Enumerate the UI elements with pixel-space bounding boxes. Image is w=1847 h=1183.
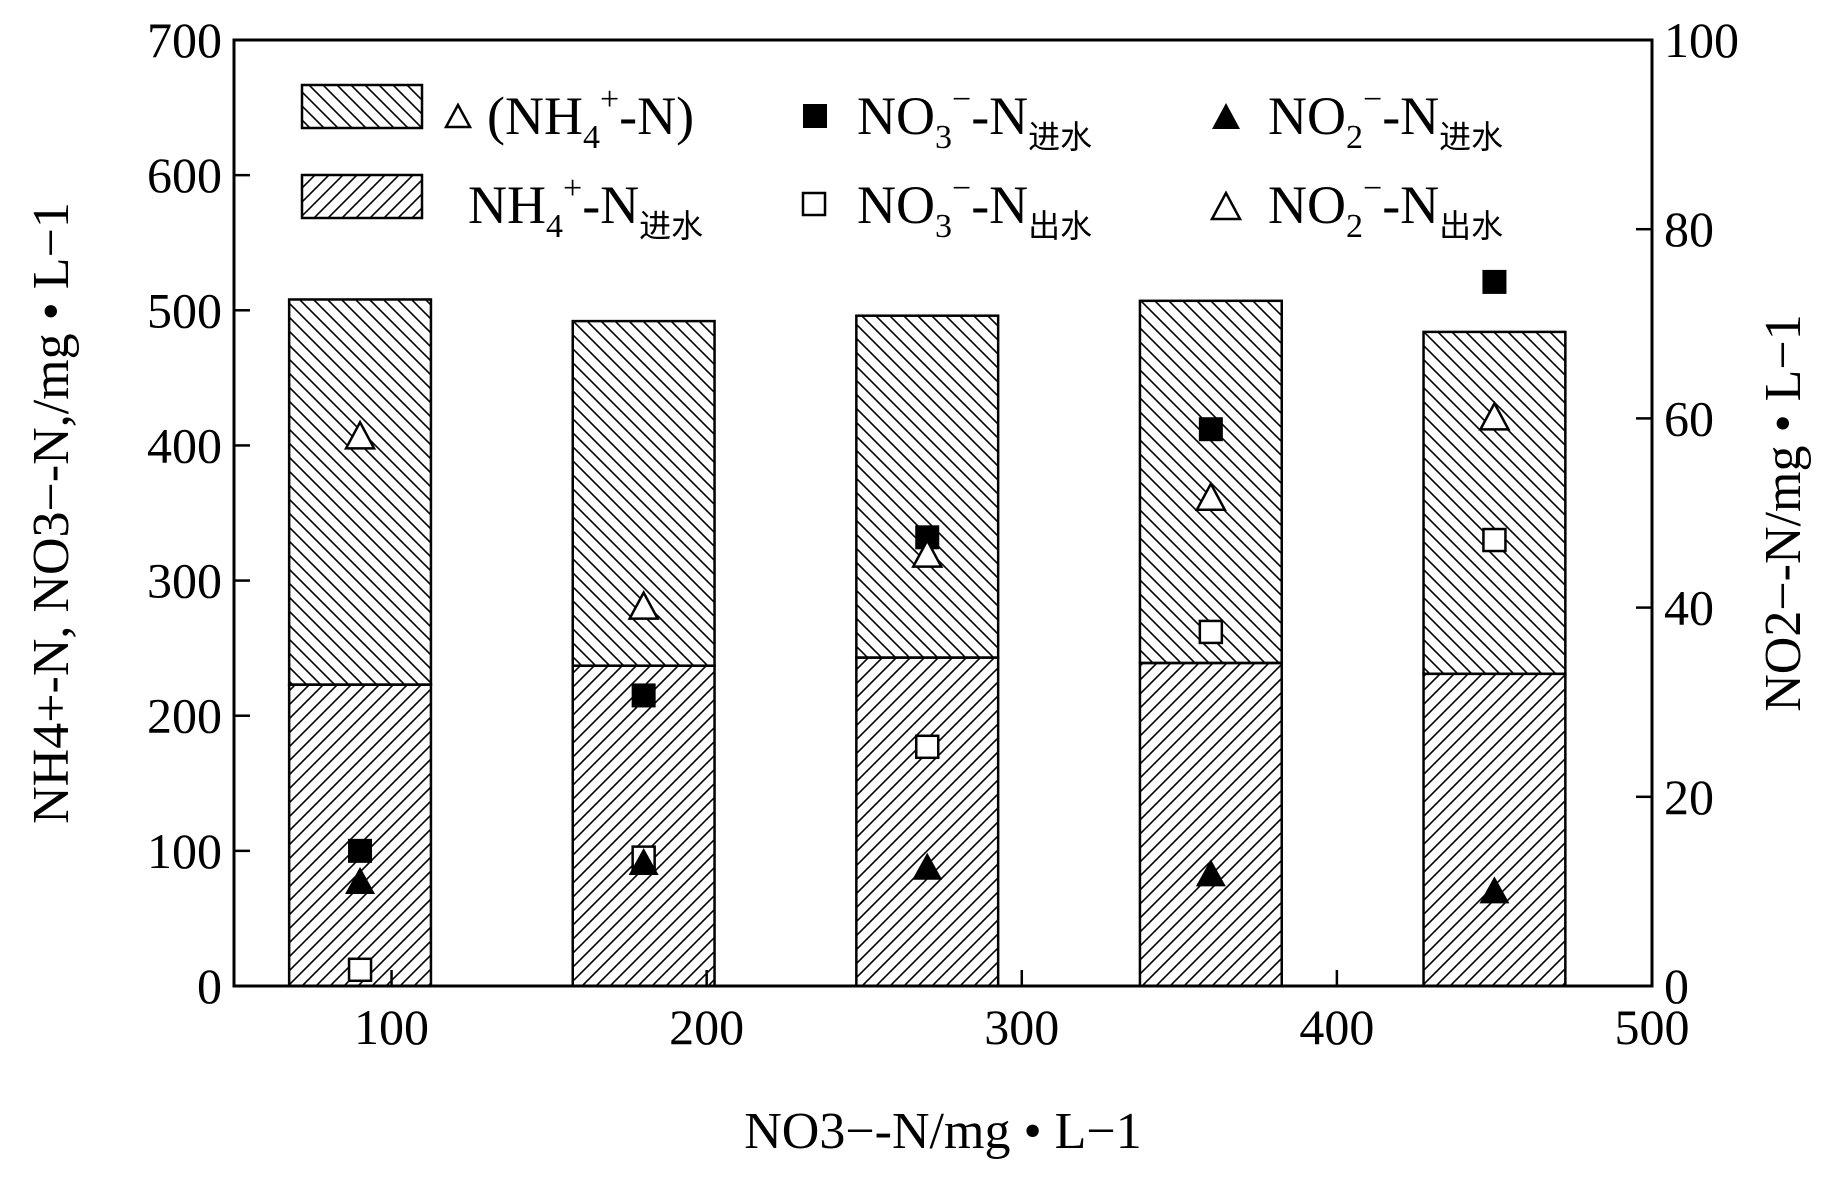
y-right-tick-label-20: 20 [1664,769,1714,825]
marker-filled-triangle-5 [1479,876,1510,904]
x-axis-title: NO3−-N/mg • L−1 [744,1103,1142,1160]
bar-lower-2 [571,664,716,988]
marker-open-triangle-3 [911,537,944,568]
x-tick-label-500: 500 [1615,999,1690,1055]
y-left-tick-label-700: 700 [147,12,222,68]
legend-label-nitrite-in: NO2−-N进水 [1268,81,1503,156]
bar-upper-1 [287,298,433,686]
legend-label-nitrate-in: NO3−-N进水 [857,81,1092,156]
markers-layer [343,269,1511,983]
marker-open-square-3 [914,734,940,760]
y-right-tick-label-40: 40 [1664,580,1714,636]
legend-swatch-bar-total [300,83,424,130]
marker-filled-triangle-1 [345,866,376,894]
marker-filled-square-1 [348,838,373,863]
marker-filled-square-4 [1198,417,1223,442]
marker-open-triangle-5 [1478,400,1511,431]
x-tick-label-400: 400 [1299,999,1374,1055]
bar-lower-4 [1138,661,1283,988]
legend-marker-open-triangle-1 [443,102,473,129]
legend-marker-filled-triangle [1212,103,1240,129]
y-left-tick-label-0: 0 [197,958,222,1014]
x-tick-label-100: 100 [354,999,429,1055]
ticks-layer: 100 200 300 400 5000100200300400500600700020… [147,12,1739,1055]
y-left-tick-label-400: 400 [147,417,222,473]
y-right-tick-label-0: 0 [1664,958,1689,1014]
marker-open-triangle-1 [343,419,377,450]
x-tick-label-300: 300 [984,999,1059,1055]
bar-lower-3 [855,656,1000,988]
marker-filled-square-5 [1482,269,1507,294]
marker-open-square-5 [1482,527,1507,553]
legend-marker-filled-square [803,104,827,128]
marker-open-square-4 [1198,619,1224,645]
y-left-tick-label-200: 200 [147,688,222,744]
bar-upper-5 [1422,330,1567,676]
y-left-tick-label-500: 500 [147,282,222,338]
marker-filled-triangle-4 [1195,859,1226,887]
y-axis-title-right: NO2−-N/mg • L−1 [1755,314,1812,712]
marker-filled-triangle-3 [912,852,943,880]
marker-open-triangle-4 [1194,481,1227,512]
bar-lower-5 [1422,672,1567,988]
plot-frame [232,38,1654,988]
y-axis-title-left: NH4+-N, NO3−-N,/mg • L−1 [23,202,80,824]
legend: (NH4+-N) NO3−-N进水 NO2−-N进水 NH4+-N进水 NO3−… [300,81,1503,245]
bar-upper-3 [855,314,1000,659]
legend-swatch-bar-lower [300,173,424,220]
legend-marker-open-triangle-2 [1209,190,1243,221]
legend-marker-open-square [801,191,827,217]
bar-lower-1 [287,683,433,988]
legend-label-bar-lower: NH4+-N进水 [468,170,703,245]
marker-open-triangle-2 [627,589,660,620]
marker-open-square-1 [347,957,373,983]
y-right-tick-label-100: 100 [1664,12,1739,68]
y-right-tick-label-80: 80 [1664,201,1714,257]
legend-label-bar-total: (NH4+-N) [487,81,694,156]
y-left-tick-label-100: 100 [147,823,222,879]
marker-filled-triangle-2 [628,848,659,876]
x-tick-label-200: 200 [669,999,744,1055]
y-left-tick-label-600: 600 [147,147,222,203]
legend-label-nitrite-out: NO2−-N出水 [1268,170,1503,245]
y-right-tick-label-60: 60 [1664,390,1714,446]
y-left-tick-label-300: 300 [147,553,222,609]
legend-label-nitrate-out: NO3−-N出水 [857,170,1092,245]
bars-layer [287,298,1567,988]
marker-filled-square-2 [631,683,656,708]
